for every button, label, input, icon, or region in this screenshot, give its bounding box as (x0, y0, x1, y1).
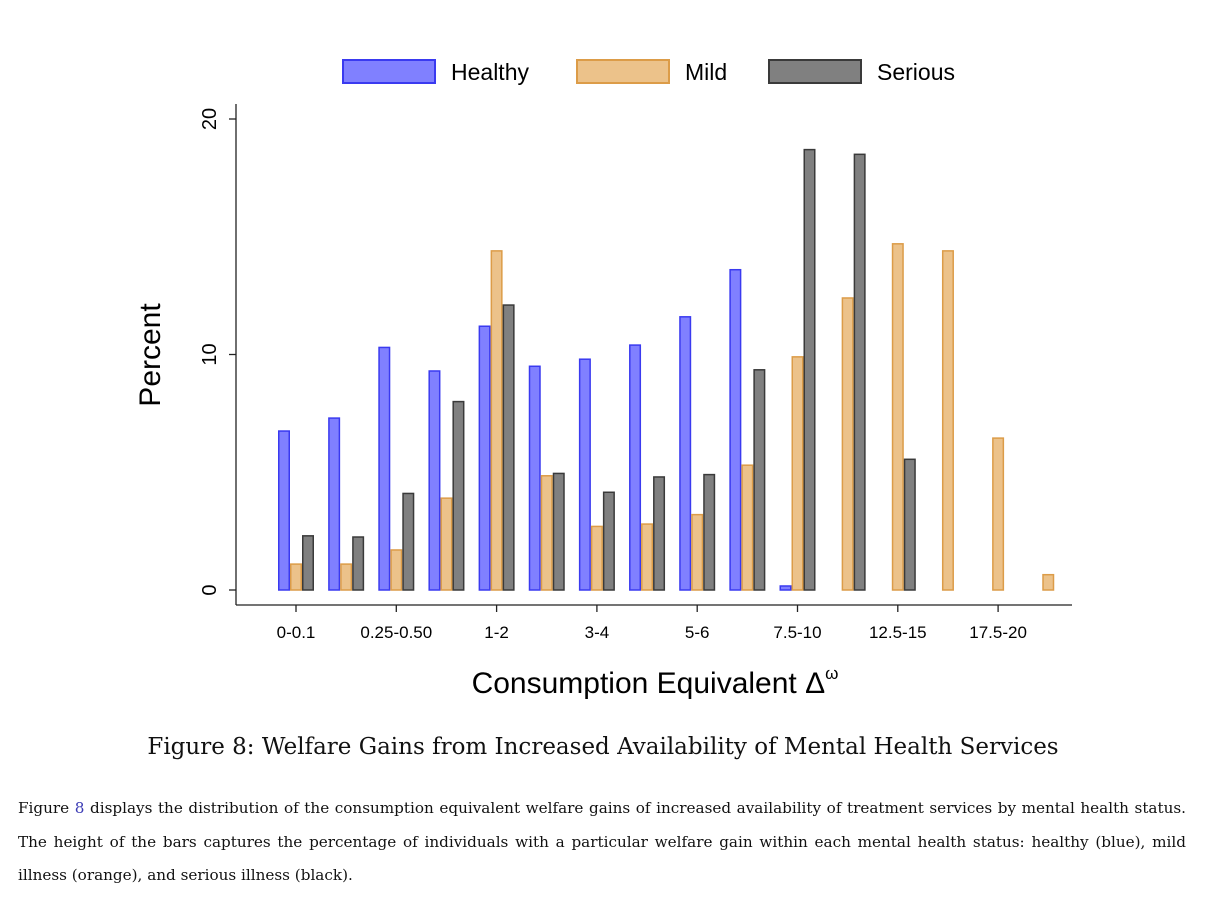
bar-mild-5 (540, 475, 553, 591)
bar-serious-7 (653, 476, 666, 591)
bar-healthy-7 (629, 344, 642, 591)
y-tick-label-0: 0 (199, 584, 221, 595)
figure-caption: Figure 8: Welfare Gains from Increased A… (147, 734, 1059, 760)
y-axis-label: Percent (134, 303, 167, 407)
bar-healthy-8 (679, 316, 692, 591)
bar-mild-10 (791, 356, 804, 591)
bar-chart: Healthy Mild Serious 0 10 20 0-0.1 0.25-0.50 1-… (134, 59, 1072, 700)
x-tick-label-14: 17.5-20 (969, 623, 1027, 642)
bar-mild-13 (941, 250, 954, 591)
bar-mild-7 (641, 523, 654, 591)
bar-healthy-3 (428, 370, 441, 591)
axes: 0 10 20 0-0.1 0.25-0.50 1-2 3-4 5-6 7.5-10 12.5-1… (199, 104, 1072, 642)
bar-mild-6 (590, 525, 603, 591)
bar-healthy-1 (328, 417, 341, 591)
bars (278, 148, 1055, 591)
bar-serious-9 (753, 369, 766, 591)
x-axis-label-text: Consumption Equivalent Δ (472, 667, 826, 700)
bar-serious-6 (602, 491, 615, 591)
para-text: displays the distribution of the consump… (18, 799, 1186, 884)
bar-serious-3 (452, 400, 465, 591)
bar-serious-12 (903, 458, 916, 591)
x-tick-label-2: 0.25-0.50 (360, 623, 432, 642)
bar-serious-5 (552, 472, 565, 591)
bar-mild-8 (691, 513, 704, 591)
bar-healthy-0 (278, 430, 290, 591)
bar-serious-10 (803, 148, 816, 591)
bar-healthy-4 (478, 325, 491, 591)
x-tick-label-0: 0-0.1 (277, 623, 316, 642)
bar-serious-11 (853, 153, 866, 591)
bar-serious-2 (402, 492, 415, 591)
y-tick-label-10: 10 (199, 343, 221, 365)
x-axis-label-superscript: ω (825, 664, 838, 683)
legend-label-mild: Mild (685, 59, 727, 85)
legend-swatch-serious (768, 59, 862, 84)
legend-swatch-mild (576, 59, 670, 84)
bar-healthy-9 (729, 268, 742, 591)
x-tick-label-8: 5-6 (685, 623, 710, 642)
para-prefix: Figure (18, 799, 75, 817)
x-tick-label-12: 12.5-15 (869, 623, 927, 642)
bar-mild-4 (490, 250, 503, 591)
bar-mild-2 (390, 549, 403, 591)
legend: Healthy Mild Serious (342, 59, 955, 85)
legend-swatch-healthy (342, 59, 436, 84)
bar-mild-9 (741, 464, 754, 591)
bar-serious-8 (703, 473, 716, 591)
bar-mild-0 (290, 563, 302, 591)
bar-healthy-5 (528, 365, 541, 591)
bar-serious-4 (502, 304, 515, 591)
figure-reference-link[interactable]: 8 (74, 799, 85, 817)
bar-mild-1 (340, 563, 353, 591)
bar-mild-12 (891, 243, 904, 591)
x-tick-label-6: 3-4 (585, 623, 610, 642)
bar-healthy-10 (779, 585, 792, 591)
x-tick-label-10: 7.5-10 (773, 623, 821, 642)
x-tick-label-4: 1-2 (484, 623, 509, 642)
bar-serious-0 (302, 535, 314, 591)
legend-label-serious: Serious (877, 59, 955, 85)
bar-healthy-6 (578, 358, 591, 591)
bar-mild-11 (841, 297, 854, 591)
figure-description: Figure 8 displays the distribution of th… (18, 792, 1186, 893)
bar-serious-1 (352, 536, 365, 591)
bar-healthy-2 (378, 346, 391, 591)
bar-mild-15 (1042, 573, 1055, 591)
legend-label-healthy: Healthy (451, 59, 529, 85)
x-axis-label: Consumption Equivalent Δω (472, 664, 839, 700)
bar-mild-3 (440, 497, 453, 591)
bar-mild-14 (992, 437, 1005, 591)
y-tick-label-20: 20 (199, 108, 221, 130)
